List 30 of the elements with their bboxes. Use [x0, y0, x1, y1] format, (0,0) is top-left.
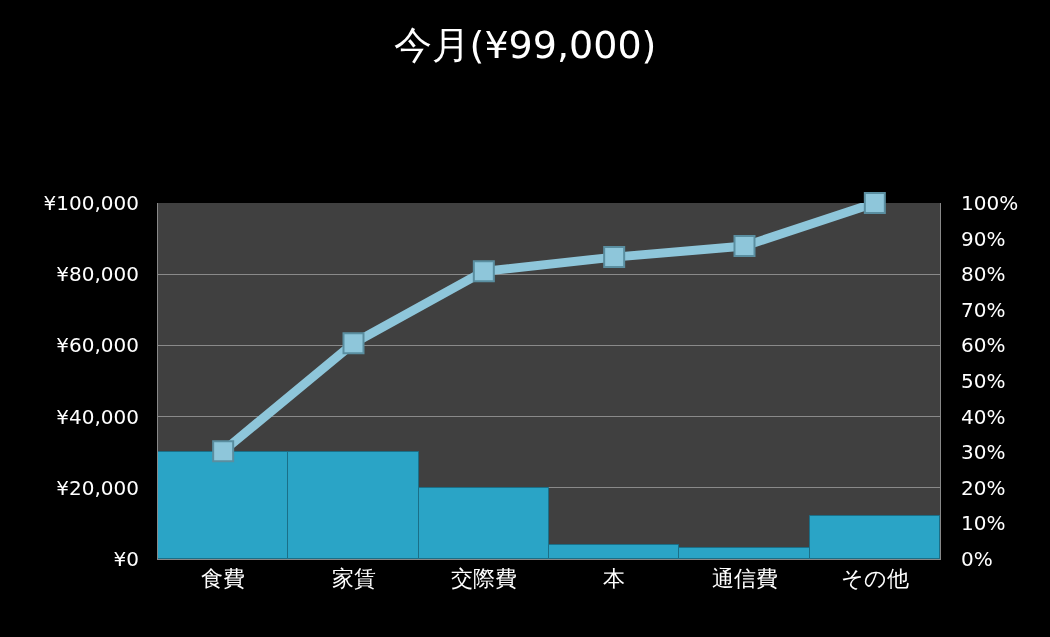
x-tick-label: 交際費	[450, 566, 517, 592]
y-tick-label: ¥0	[113, 547, 139, 571]
x-tick-label: 通信費	[711, 566, 778, 592]
x-tick-label: 本	[603, 566, 626, 592]
y2-tick-label: 30%	[961, 440, 1006, 465]
y-tick-label: ¥20,000	[56, 475, 139, 500]
point	[603, 246, 626, 269]
y-tick-label: ¥80,000	[56, 262, 139, 287]
chart-title: 今月(¥99,000)	[393, 23, 657, 68]
y2-tick-label: 100%	[961, 191, 1019, 215]
point	[342, 332, 365, 355]
y-tick-label: ¥40,000	[56, 404, 139, 429]
point	[863, 192, 886, 214]
x-tick-label: その他	[840, 566, 909, 592]
y2-tick-label: 80%	[961, 262, 1006, 287]
y2-tick-label: 70%	[961, 297, 1006, 322]
y2-tick-label: 60%	[961, 333, 1006, 358]
point	[733, 235, 756, 258]
y2-tick-label: 40%	[961, 404, 1006, 429]
y2-tick-label: 20%	[961, 475, 1006, 500]
y2-tick-label: 0%	[961, 547, 993, 571]
y2-tick-label: 50%	[961, 369, 1006, 393]
point	[472, 260, 495, 283]
x-tick-label: 家賃	[331, 566, 376, 592]
y2-tick-label: 10%	[961, 511, 1006, 536]
y2-tick-label: 90%	[961, 226, 1006, 251]
y-tick-label: ¥60,000	[56, 333, 139, 358]
y-tick-label: ¥100,000	[43, 191, 139, 215]
point	[212, 440, 235, 463]
x-tick-label: 食費	[201, 566, 246, 592]
